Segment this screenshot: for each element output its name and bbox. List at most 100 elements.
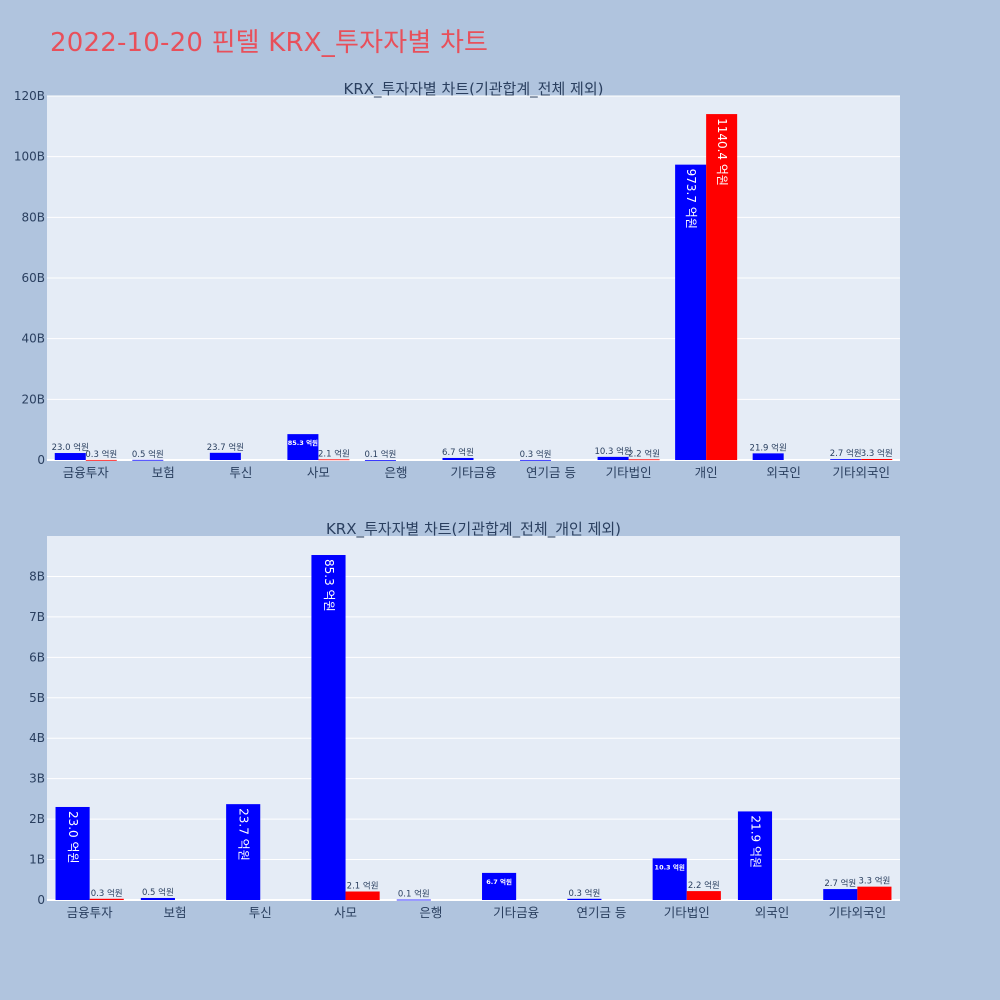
bar-sell-4: [345, 891, 380, 900]
x-tick-label: 외국인: [755, 905, 790, 920]
x-tick-label: 외국인: [766, 465, 801, 480]
data-label: 0.1 억원: [398, 889, 430, 900]
chart-title: KRX_투자자별 차트(기관합계_전체 제외): [344, 80, 604, 99]
data-label: 2.1 억원: [318, 448, 350, 459]
y-tick-label: 80B: [21, 210, 45, 224]
data-label: 21.9 억원: [748, 815, 762, 868]
y-tick-label: 6B: [29, 650, 45, 664]
x-tick-label: 은행: [419, 905, 442, 920]
bar-buy-2: [132, 459, 164, 461]
bar-buy-3: [226, 804, 261, 900]
data-label: 23.7 억원: [207, 442, 244, 453]
data-label: 21.9 억원: [750, 442, 787, 453]
x-tick-label: 연기금 등: [576, 905, 626, 920]
y-tick-label: 40B: [21, 332, 45, 346]
data-label: 3.3 억원: [858, 876, 890, 887]
x-tick-label: 사모: [307, 465, 330, 480]
y-tick-label: 0: [37, 893, 45, 907]
data-label: 23.0 억원: [52, 442, 89, 453]
x-tick-label: 기타외국인: [832, 465, 890, 480]
x-tick-label: 기타법인: [664, 905, 710, 920]
bar-buy-7: [520, 459, 552, 461]
data-label: 10.3 억원: [594, 446, 631, 457]
data-label: 10.3 억원: [655, 862, 685, 871]
bar-sell-9: [706, 114, 738, 460]
bar-buy-2: [140, 897, 175, 900]
data-label: 6.7 억원: [442, 447, 474, 458]
bar-sell-10: [857, 886, 892, 900]
chart-1: KRX_투자자별 차트(기관합계_전체 제외) 0 20B 40B 60B 80B 100B…: [14, 80, 900, 480]
bar-sell-8: [628, 459, 660, 461]
y-tick-label: 0: [37, 453, 45, 467]
data-label: 2.2 억원: [688, 880, 720, 891]
x-tick-label: 기타금융: [493, 905, 539, 920]
data-label: 85.3 억원: [288, 438, 318, 447]
bar-buy-7: [567, 898, 602, 900]
bar-buy-10: [823, 889, 858, 900]
data-label: 0.1 억원: [365, 449, 397, 460]
bar-buy-8: [597, 456, 629, 460]
y-tick-label: 7B: [29, 610, 45, 624]
data-label: 2.7 억원: [830, 448, 862, 459]
data-label: 0.3 억원: [568, 888, 600, 899]
bar-buy-10: [752, 453, 784, 460]
data-label: 0.3 억원: [85, 449, 117, 460]
x-tick-label: 금융투자: [67, 905, 114, 920]
bar-sell-8: [686, 891, 721, 900]
data-label: 973.7 억원: [684, 169, 698, 229]
bar-buy-1: [55, 806, 90, 900]
data-label: 85.3 억원: [322, 559, 336, 612]
x-tick-label: 기타금융: [450, 465, 496, 480]
y-tick-label: 2B: [29, 812, 45, 826]
y-tick-label: 20B: [21, 392, 45, 406]
bar-buy-4: [287, 434, 319, 460]
bar-buy-9: [737, 811, 773, 900]
y-tick-label: 120B: [14, 89, 45, 103]
data-label: 0.3 억원: [520, 449, 552, 460]
chart-title: KRX_투자자별 차트(기관합계_전체_개인 제외): [326, 520, 621, 539]
y-tick-label: 1B: [29, 853, 45, 867]
data-label: 2.1 억원: [347, 881, 379, 892]
x-tick-label: 보험: [163, 905, 186, 920]
data-label: 0.3 억원: [91, 888, 123, 899]
data-label: 3.3 억원: [861, 448, 893, 459]
data-label: 23.7 억원: [237, 808, 251, 861]
data-label: 2.7 억원: [824, 878, 856, 889]
x-tick-label: 기타법인: [606, 465, 652, 480]
x-tick-label: 개인: [695, 465, 718, 480]
data-label: 1140.4 억원: [715, 118, 729, 186]
data-label: 23.0 억원: [66, 811, 80, 864]
bar-sell-4: [318, 459, 350, 461]
bar-buy-3: [209, 452, 241, 460]
bar-buy-6: [482, 872, 517, 900]
bar-buy-11: [830, 459, 862, 460]
x-tick-label: 금융투자: [63, 465, 110, 480]
bar-buy-9: [675, 164, 707, 460]
y-tick-label: 3B: [29, 772, 45, 786]
bar-buy-5: [364, 459, 396, 461]
data-label: 0.5 억원: [132, 449, 164, 460]
data-label: 0.5 억원: [142, 887, 174, 898]
bar-buy-1: [54, 453, 86, 460]
bar-buy-4: [311, 555, 346, 900]
bar-sell-11: [861, 458, 893, 460]
y-tick-label: 4B: [29, 731, 45, 745]
bar-buy-8: [652, 858, 687, 900]
data-label: 2.2 억원: [628, 448, 660, 459]
x-tick-label: 보험: [152, 465, 175, 480]
y-tick-label: 100B: [14, 150, 45, 164]
bar-sell-1: [89, 898, 124, 900]
chart-2: KRX_투자자별 차트(기관합계_전체_개인 제외) 0 1B 2B 3B 4B 5B 6B 7…: [29, 520, 900, 920]
bar-sell-1: [85, 459, 117, 461]
x-tick-label: 투신: [249, 905, 272, 920]
x-tick-label: 투신: [229, 465, 252, 480]
y-tick-label: 60B: [21, 271, 45, 285]
data-label: 6.7 억원: [486, 877, 512, 886]
x-tick-label: 연기금 등: [526, 465, 576, 480]
bar-buy-5: [396, 899, 431, 901]
y-tick-label: 8B: [29, 569, 45, 583]
x-tick-label: 기타외국인: [829, 905, 887, 920]
bar-buy-6: [442, 457, 474, 460]
page-title: 2022-10-20 핀텔 KRX_투자자별 차트: [50, 28, 489, 58]
